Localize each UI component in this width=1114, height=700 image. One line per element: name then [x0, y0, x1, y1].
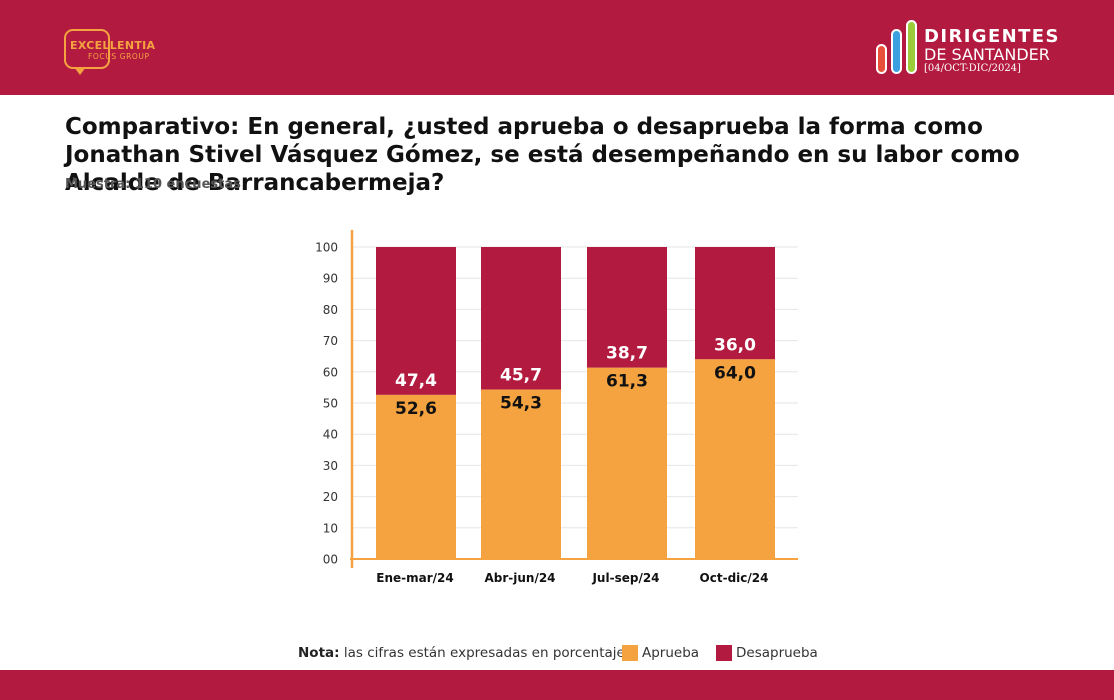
bar-desaprueba: [376, 247, 456, 395]
chart-note: Nota: las cifras están expresadas en por…: [298, 645, 625, 661]
y-tick-label: 30: [323, 459, 338, 473]
legend-swatch-desaprueba: [716, 645, 732, 661]
data-label-desaprueba: 47,4: [395, 371, 437, 391]
y-tick-label: 80: [323, 303, 338, 317]
data-label-aprueba: 52,6: [395, 399, 437, 419]
sample-size: Muestra: 110 encuestas: [65, 177, 241, 192]
dirigentes-logo: DIRIGENTES DE SANTANDER [04/OCT-DIC/2024…: [874, 20, 1074, 80]
y-tick-label: 50: [323, 397, 338, 411]
data-label-aprueba: 54,3: [500, 394, 542, 414]
x-tick-label: Oct-dic/24: [700, 571, 769, 585]
data-label-desaprueba: 45,7: [500, 366, 542, 386]
excellentia-logo: EXCELLENTIA FOCUS GROUP: [64, 27, 174, 77]
y-tick-label: 90: [323, 272, 338, 286]
legend-item-aprueba: Aprueba: [622, 645, 699, 661]
note-text: las cifras están expresadas en porcentaj…: [343, 645, 625, 661]
logo-right-title: DIRIGENTES: [924, 26, 1060, 47]
y-tick-label: 40: [323, 428, 338, 442]
y-tick-label: 70: [323, 334, 338, 348]
y-tick-label: 00: [323, 553, 338, 567]
y-tick-label: 60: [323, 365, 338, 379]
chart-title: Comparativo: En general, ¿usted aprueba …: [65, 114, 1020, 196]
bar-desaprueba: [587, 247, 667, 368]
logo-sub-text: FOCUS GROUP: [88, 52, 150, 61]
y-tick-label: 10: [323, 521, 338, 535]
x-tick-label: Abr-jun/24: [484, 571, 555, 585]
data-label-desaprueba: 38,7: [606, 344, 648, 364]
legend-label-aprueba: Aprueba: [642, 645, 700, 661]
pill-green-icon: [906, 20, 917, 74]
bar-desaprueba: [481, 247, 561, 390]
data-label-aprueba: 61,3: [606, 372, 648, 392]
bar-aprueba: [481, 389, 561, 559]
logo-right-date: [04/OCT-DIC/2024]: [924, 63, 1021, 74]
speech-bubble-tail: [74, 67, 86, 75]
bar-aprueba: [695, 359, 775, 559]
bar-aprueba: [376, 394, 456, 559]
header-band: [0, 0, 1114, 95]
x-tick-label: Ene-mar/24: [376, 571, 453, 585]
logo-right-subtitle: DE SANTANDER: [924, 45, 1050, 64]
logo-brand-text: EXCELLENTIA: [70, 39, 156, 52]
legend-swatch-aprueba: [622, 645, 638, 661]
footer-band: [0, 670, 1114, 700]
y-tick-label: 100: [315, 241, 338, 255]
x-tick-label: Jul-sep/24: [591, 571, 659, 585]
y-tick-label: 20: [323, 490, 338, 504]
bar-aprueba: [587, 367, 667, 559]
data-label-aprueba: 64,0: [714, 363, 756, 383]
bar-desaprueba: [695, 247, 775, 360]
note-label: Nota:: [298, 645, 340, 661]
legend-item-desaprueba: Desaprueba: [716, 645, 818, 661]
speech-bubble-icon: [64, 29, 110, 69]
pill-red-icon: [876, 44, 887, 74]
legend-label-desaprueba: Desaprueba: [736, 645, 818, 661]
pill-blue-icon: [891, 29, 902, 74]
data-label-desaprueba: 36,0: [714, 335, 756, 355]
